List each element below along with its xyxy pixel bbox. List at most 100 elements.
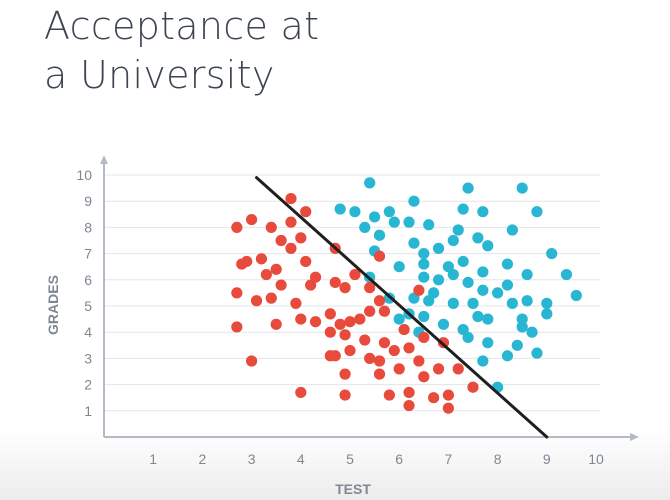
data-point <box>393 313 405 325</box>
data-point <box>329 276 341 289</box>
data-point <box>300 206 312 218</box>
data-point <box>501 279 514 291</box>
data-point <box>418 258 430 270</box>
data-point <box>231 287 243 299</box>
x-tick-label: 10 <box>588 451 604 467</box>
data-point <box>383 389 395 401</box>
data-point <box>403 399 415 412</box>
data-point <box>359 221 371 233</box>
data-point <box>432 274 445 286</box>
y-tick-label: 10 <box>76 167 92 183</box>
data-point <box>447 268 459 281</box>
data-point <box>570 289 582 302</box>
data-point <box>393 261 405 273</box>
data-point <box>349 268 361 281</box>
data-point <box>501 350 514 362</box>
data-point <box>457 203 469 215</box>
data-point <box>295 313 307 325</box>
data-point <box>373 229 386 241</box>
y-tick-label: 5 <box>84 298 92 314</box>
data-point <box>403 342 415 354</box>
data-point <box>477 284 489 296</box>
data-point <box>457 255 469 268</box>
data-point <box>339 368 351 380</box>
chart-title: Acceptance at a University <box>44 2 319 100</box>
data-point <box>447 234 459 247</box>
y-tick-label: 9 <box>84 193 92 209</box>
data-point <box>398 323 410 336</box>
data-point <box>531 206 543 218</box>
grid-lines <box>104 174 600 412</box>
data-point <box>255 253 268 265</box>
data-point <box>373 368 386 380</box>
data-point <box>501 258 514 270</box>
data-point <box>472 310 484 323</box>
x-axis-arrow <box>630 433 639 441</box>
data-point <box>339 329 351 341</box>
data-point <box>428 392 440 404</box>
data-point <box>349 206 361 218</box>
data-point <box>324 308 336 320</box>
tick-labels: 1 2 3 4 5 6 7 8 9 10 1 2 3 4 5 6 7 8 9 10 <box>76 167 604 467</box>
data-point <box>285 216 297 228</box>
data-point <box>521 268 533 281</box>
data-point <box>364 282 376 294</box>
data-point <box>531 347 543 359</box>
data-point <box>378 337 391 349</box>
data-point <box>560 268 573 281</box>
data-point <box>516 321 528 333</box>
data-point <box>428 287 440 299</box>
data-point <box>344 344 356 357</box>
x-tick-label: 7 <box>445 451 453 467</box>
data-point <box>344 316 356 328</box>
data-point <box>373 355 386 367</box>
data-point <box>364 305 376 317</box>
data-point <box>403 386 415 399</box>
data-point <box>270 263 282 275</box>
x-tick-label: 6 <box>395 451 403 467</box>
data-point <box>388 344 400 357</box>
y-tick-label: 4 <box>84 324 92 340</box>
y-axis-title: GRADES <box>45 275 61 335</box>
data-point <box>511 339 523 351</box>
data-point <box>482 313 494 325</box>
data-point <box>482 337 494 349</box>
data-point <box>442 402 454 414</box>
data-point <box>383 206 395 218</box>
data-point <box>477 355 489 367</box>
data-point <box>516 313 528 325</box>
data-point <box>467 381 479 393</box>
data-point <box>236 258 248 270</box>
y-tick-label: 8 <box>84 219 92 235</box>
data-point <box>275 279 287 291</box>
data-point <box>418 310 430 323</box>
data-point <box>506 297 518 309</box>
data-point <box>275 234 287 247</box>
x-axis-title: TEST <box>335 481 371 497</box>
x-tick-label: 3 <box>248 451 256 467</box>
data-point <box>290 297 302 309</box>
data-point <box>324 326 336 338</box>
data-point <box>546 248 558 260</box>
data-point <box>339 282 351 294</box>
data-point <box>462 182 474 194</box>
data-point <box>432 242 445 254</box>
data-point <box>418 371 430 383</box>
data-point <box>452 363 464 375</box>
data-point <box>452 224 464 236</box>
data-point <box>437 318 450 330</box>
data-point <box>413 284 425 296</box>
data-point <box>408 237 420 249</box>
data-point <box>506 224 518 236</box>
x-tick-label: 8 <box>494 451 502 467</box>
x-tick-label: 9 <box>543 451 551 467</box>
data-point <box>477 206 489 218</box>
data-point <box>285 242 297 254</box>
data-point <box>472 232 484 244</box>
decision-boundary <box>255 176 549 439</box>
data-point <box>378 305 391 317</box>
x-tick-label: 1 <box>149 451 157 467</box>
data-point <box>516 182 528 194</box>
data-point <box>373 250 386 262</box>
